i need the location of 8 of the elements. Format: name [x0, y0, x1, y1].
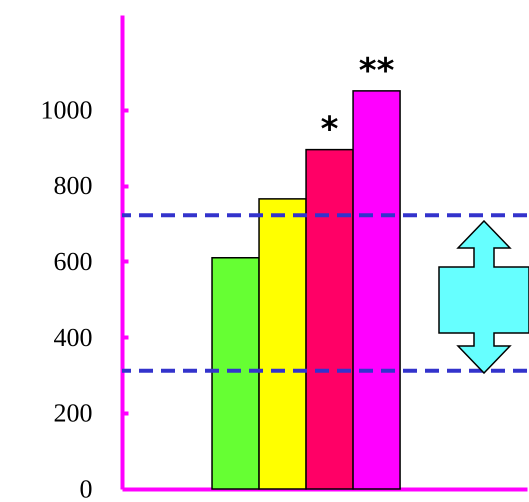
data-label: * [320, 110, 339, 150]
data-label: ** [358, 50, 395, 91]
y-tick-label: 800 [54, 171, 92, 200]
y-tick-label: 600 [54, 246, 92, 276]
y-tick-label: 0 [80, 474, 92, 502]
y-tick-label: 400 [54, 322, 92, 352]
y-tick-label: 1000 [40, 95, 92, 124]
y-tick-label: 200 [54, 398, 92, 428]
